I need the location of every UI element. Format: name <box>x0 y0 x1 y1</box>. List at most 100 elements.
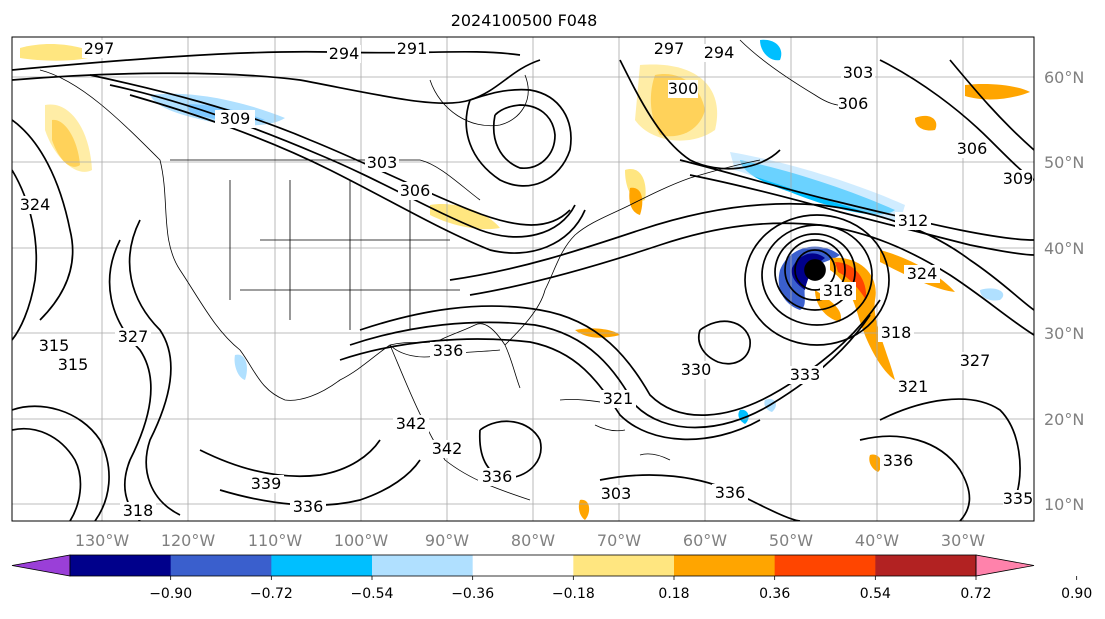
colorbar-tick-label: 0.18 <box>658 586 689 602</box>
yellow-shading-nw <box>20 44 100 61</box>
contour-line <box>859 435 971 521</box>
colorbar-segment <box>472 555 574 576</box>
longitude-label: 130°W <box>75 531 130 550</box>
contour-label: 336 <box>293 497 324 516</box>
cyclone-orange-band <box>830 257 895 380</box>
contour-label: 303 <box>367 153 398 172</box>
us-canada-border <box>170 159 481 201</box>
contour-line <box>469 222 1034 336</box>
latitude-labels: 60°N 50°N 40°N 30°N 20°N 10°N <box>1044 68 1084 514</box>
cyclone-ring <box>774 233 856 311</box>
colorbar-segment <box>70 555 172 576</box>
contour-label: 318 <box>123 501 154 520</box>
colorbar-segment <box>170 555 272 576</box>
contour-line <box>689 174 1034 256</box>
longitude-label: 50°W <box>769 531 813 550</box>
contour-line <box>219 459 421 507</box>
latitude-label: 20°N <box>1044 410 1084 429</box>
coastlines-and-borders <box>39 39 861 501</box>
colorbar-extend-high <box>975 554 1035 577</box>
contour-line <box>199 439 381 478</box>
contour-label: 342 <box>432 439 463 458</box>
colorbar-tick-label: 0.36 <box>759 586 790 602</box>
contour-line <box>879 398 1021 501</box>
colorbar-tick-label: −0.90 <box>149 586 192 602</box>
cyclone-ring <box>794 249 836 291</box>
contour-label: 312 <box>898 211 929 230</box>
contour-line <box>339 338 761 441</box>
colorbar-tick-label: 0.90 <box>1061 586 1092 602</box>
colorbar-segment <box>372 555 474 576</box>
colorbar-frame <box>69 554 977 577</box>
contour-line <box>89 74 571 226</box>
colorbar: −0.90 −0.72 −0.54 −0.36 −0.18 0.18 0.36 0.54 0.7… <box>11 554 1092 602</box>
contour-line <box>12 119 74 321</box>
contour-label: 294 <box>329 44 360 63</box>
contour-label: 303 <box>843 63 874 82</box>
longitude-label: 80°W <box>511 531 555 550</box>
contour-label: 330 <box>681 360 712 379</box>
contour-label: 336 <box>715 483 746 502</box>
blue-shading-misc4 <box>980 288 1004 301</box>
contour-label: 315 <box>58 355 89 374</box>
state-lines <box>229 180 460 330</box>
colorbar-segment <box>674 555 776 576</box>
orange-shading-ne <box>915 115 937 131</box>
contour-line <box>449 202 1034 311</box>
orange-shading-misc5 <box>869 454 882 472</box>
colorbar-tick-label: −0.72 <box>250 586 293 602</box>
colorbar-segment <box>774 555 876 576</box>
contour-line <box>12 50 521 71</box>
contour-label: 300 <box>668 79 699 98</box>
cyclone-blue-core <box>778 246 840 310</box>
contour-label: 297 <box>84 39 115 58</box>
yellow-shading-alaska <box>45 104 92 172</box>
shaded-anomaly-layer <box>20 39 1030 520</box>
contour-label: 327 <box>960 351 991 370</box>
longitude-label: 70°W <box>597 531 641 550</box>
map-background <box>12 37 1034 521</box>
contour-label: 324 <box>907 264 938 283</box>
cyclone-center <box>804 259 826 281</box>
contour-label: 321 <box>603 389 634 408</box>
colorbar-tick-label: −0.36 <box>451 586 494 602</box>
contour-line <box>492 104 556 169</box>
blue-shading-misc3 <box>738 409 749 424</box>
contour-label: 318 <box>881 323 912 342</box>
contour-line <box>698 320 751 365</box>
latitude-label: 10°N <box>1044 495 1084 514</box>
cyclone-ring <box>744 214 890 346</box>
cyclone-ring <box>761 224 873 326</box>
contour-line <box>108 239 152 521</box>
contour-label: 327 <box>118 327 149 346</box>
yellow-shading-greatlakes <box>430 204 500 230</box>
contour-label: 309 <box>1003 169 1034 188</box>
contour-line <box>12 59 541 105</box>
contour-label: 333 <box>790 365 821 384</box>
contour-label: 315 <box>39 336 70 355</box>
colorbar-extend-low <box>11 554 71 577</box>
longitude-labels: 130°W 120°W 110°W 100°W 90°W 80°W 70°W 60°W 50°W… <box>75 531 985 550</box>
contour-label: 342 <box>396 414 427 433</box>
map-title: 2024100500 F048 <box>451 11 598 30</box>
map-panel: 297 294 291 297 294 300 303 309 303 306 … <box>11 36 1035 522</box>
blue-shading-misc1 <box>234 354 247 380</box>
cyclone-ring <box>784 239 846 301</box>
latitude-label: 50°N <box>1044 153 1084 172</box>
contour-label: 336 <box>883 451 914 470</box>
longitude-label: 120°W <box>161 531 216 550</box>
contour-lines-layer <box>12 50 1034 521</box>
colorbar-tick-label: −0.54 <box>351 586 394 602</box>
colorbar-segment <box>271 555 373 576</box>
contour-line <box>128 219 181 516</box>
latitude-label: 40°N <box>1044 239 1084 258</box>
blue-shading-greenland <box>760 39 782 61</box>
contour-label: 306 <box>957 139 988 158</box>
map-frame <box>11 36 1035 522</box>
longitude-label: 60°W <box>683 531 727 550</box>
central-america-coast <box>389 344 531 501</box>
colorbar-segment <box>875 555 977 576</box>
contour-label: 309 <box>220 109 251 128</box>
contour-label: 306 <box>838 94 869 113</box>
